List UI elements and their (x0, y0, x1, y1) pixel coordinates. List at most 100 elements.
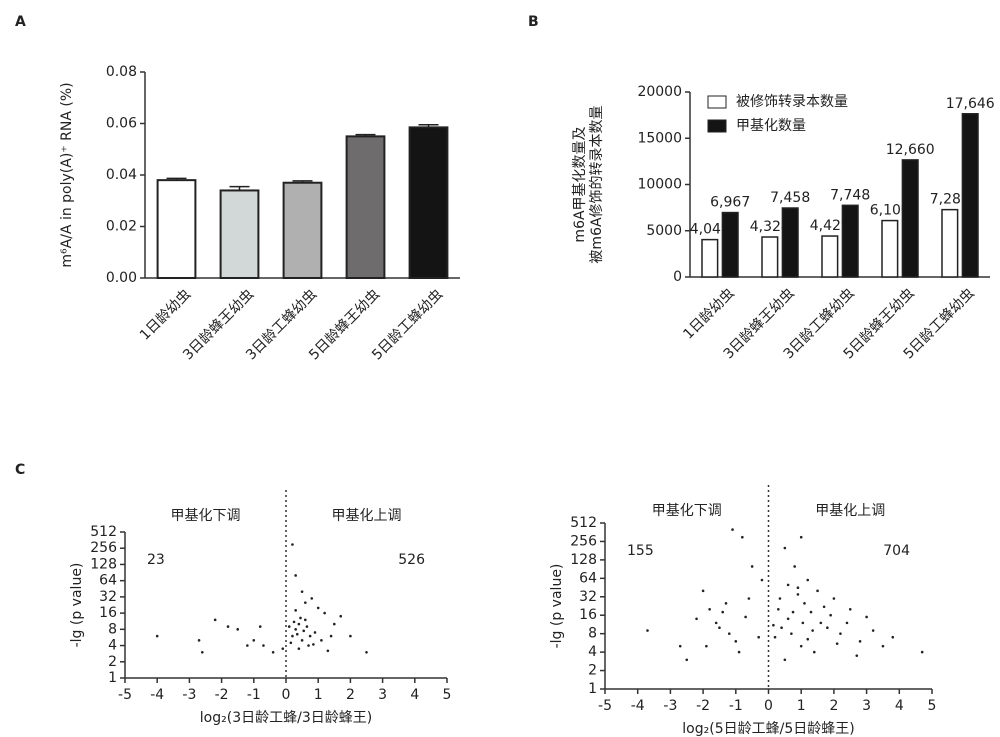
point (731, 528, 734, 531)
x-tick-label: 3 (862, 698, 871, 714)
x-tick-label: -5 (118, 687, 132, 703)
y-tick-label: 0.00 (106, 270, 137, 286)
value-label: 17,646 (946, 96, 995, 112)
region-label: 甲基化下调 (171, 507, 241, 524)
point (308, 634, 312, 638)
point (299, 616, 302, 620)
value-label: 4,429 (810, 218, 850, 234)
y-tick-label: 32 (579, 589, 597, 605)
point (791, 610, 795, 614)
point (714, 621, 718, 625)
point (848, 607, 852, 611)
point (292, 620, 296, 624)
point (252, 639, 256, 642)
x-tick-label: -1 (247, 687, 261, 703)
point (294, 628, 297, 631)
point (708, 607, 711, 611)
y-tick-label: 64 (99, 573, 117, 589)
point (718, 626, 721, 630)
value-label: 7,282 (930, 192, 970, 208)
point (881, 644, 885, 648)
point (793, 565, 796, 568)
point (304, 601, 307, 604)
y-tick-label: 4 (108, 638, 117, 654)
point (806, 637, 810, 641)
y-tick-label: 16 (579, 607, 597, 623)
point (772, 623, 775, 627)
y-tick-label: 0 (673, 269, 682, 285)
bar (156, 179, 197, 279)
y-tick-label: 2 (108, 654, 117, 670)
bar (219, 189, 260, 279)
point (316, 606, 320, 610)
y-tick-label: 4 (588, 644, 597, 660)
point (801, 621, 805, 625)
y-tick-label: 2 (588, 663, 597, 679)
bar (941, 208, 959, 278)
point (816, 589, 819, 593)
point (920, 650, 924, 654)
bar (721, 211, 739, 278)
point (197, 639, 201, 642)
y-tick-label: 64 (579, 570, 597, 586)
point (822, 605, 826, 609)
value-label: 4,324 (750, 219, 790, 235)
point (295, 632, 299, 636)
point (812, 650, 816, 654)
count-label: 704 (883, 543, 910, 559)
point (287, 625, 291, 628)
x-tick-label: 2 (829, 698, 838, 714)
point (724, 602, 728, 605)
y-tick-label: 8 (108, 621, 117, 637)
point (780, 626, 783, 630)
point (329, 634, 333, 638)
region-label: 甲基化下调 (652, 502, 722, 519)
point (365, 650, 368, 654)
point (155, 634, 159, 638)
y-tick-label: 128 (570, 552, 597, 568)
x-tick-label: 5 (443, 687, 452, 703)
point (297, 647, 301, 650)
bar (345, 135, 386, 279)
y-tick-label: 128 (90, 556, 117, 572)
bar (781, 207, 799, 278)
value-label: 4,042 (690, 222, 730, 238)
point (300, 590, 304, 593)
x-tick-label: 2 (346, 687, 355, 703)
point (796, 586, 800, 590)
region-label: 甲基化上调 (815, 502, 885, 519)
x-tick-label: 0 (764, 698, 773, 714)
point (305, 625, 309, 628)
point (845, 621, 849, 625)
legend-swatch (707, 119, 727, 133)
panel-label: C (15, 462, 25, 478)
point (246, 644, 249, 647)
legend-label: 甲基化数量 (736, 117, 806, 134)
y-tick-label: 15000 (637, 130, 682, 146)
point (809, 610, 813, 614)
point (646, 629, 649, 632)
panel-label: B (528, 14, 539, 30)
y-tick-label: 32 (99, 589, 117, 605)
count-label: 155 (627, 543, 654, 559)
x-tick-label: -2 (696, 698, 710, 714)
x-tick-label: -2 (215, 687, 229, 703)
point (778, 597, 782, 600)
x-axis-title: log₂(3日龄工蜂/3日龄蜂王) (200, 710, 372, 726)
point (326, 649, 330, 653)
bar (282, 181, 323, 280)
point (858, 640, 862, 643)
y-tick-label: 5000 (646, 223, 682, 239)
value-label: 7,748 (830, 187, 870, 203)
x-tick-label: 1 (797, 698, 806, 714)
y-tick-label: 0.06 (106, 116, 137, 132)
point (839, 632, 842, 635)
point (281, 647, 285, 650)
point (737, 650, 741, 654)
point (721, 610, 725, 614)
y-tick-label: 256 (90, 540, 117, 556)
x-tick-label: 0 (282, 687, 291, 703)
point (811, 629, 814, 632)
point (320, 639, 323, 642)
point (307, 644, 310, 647)
